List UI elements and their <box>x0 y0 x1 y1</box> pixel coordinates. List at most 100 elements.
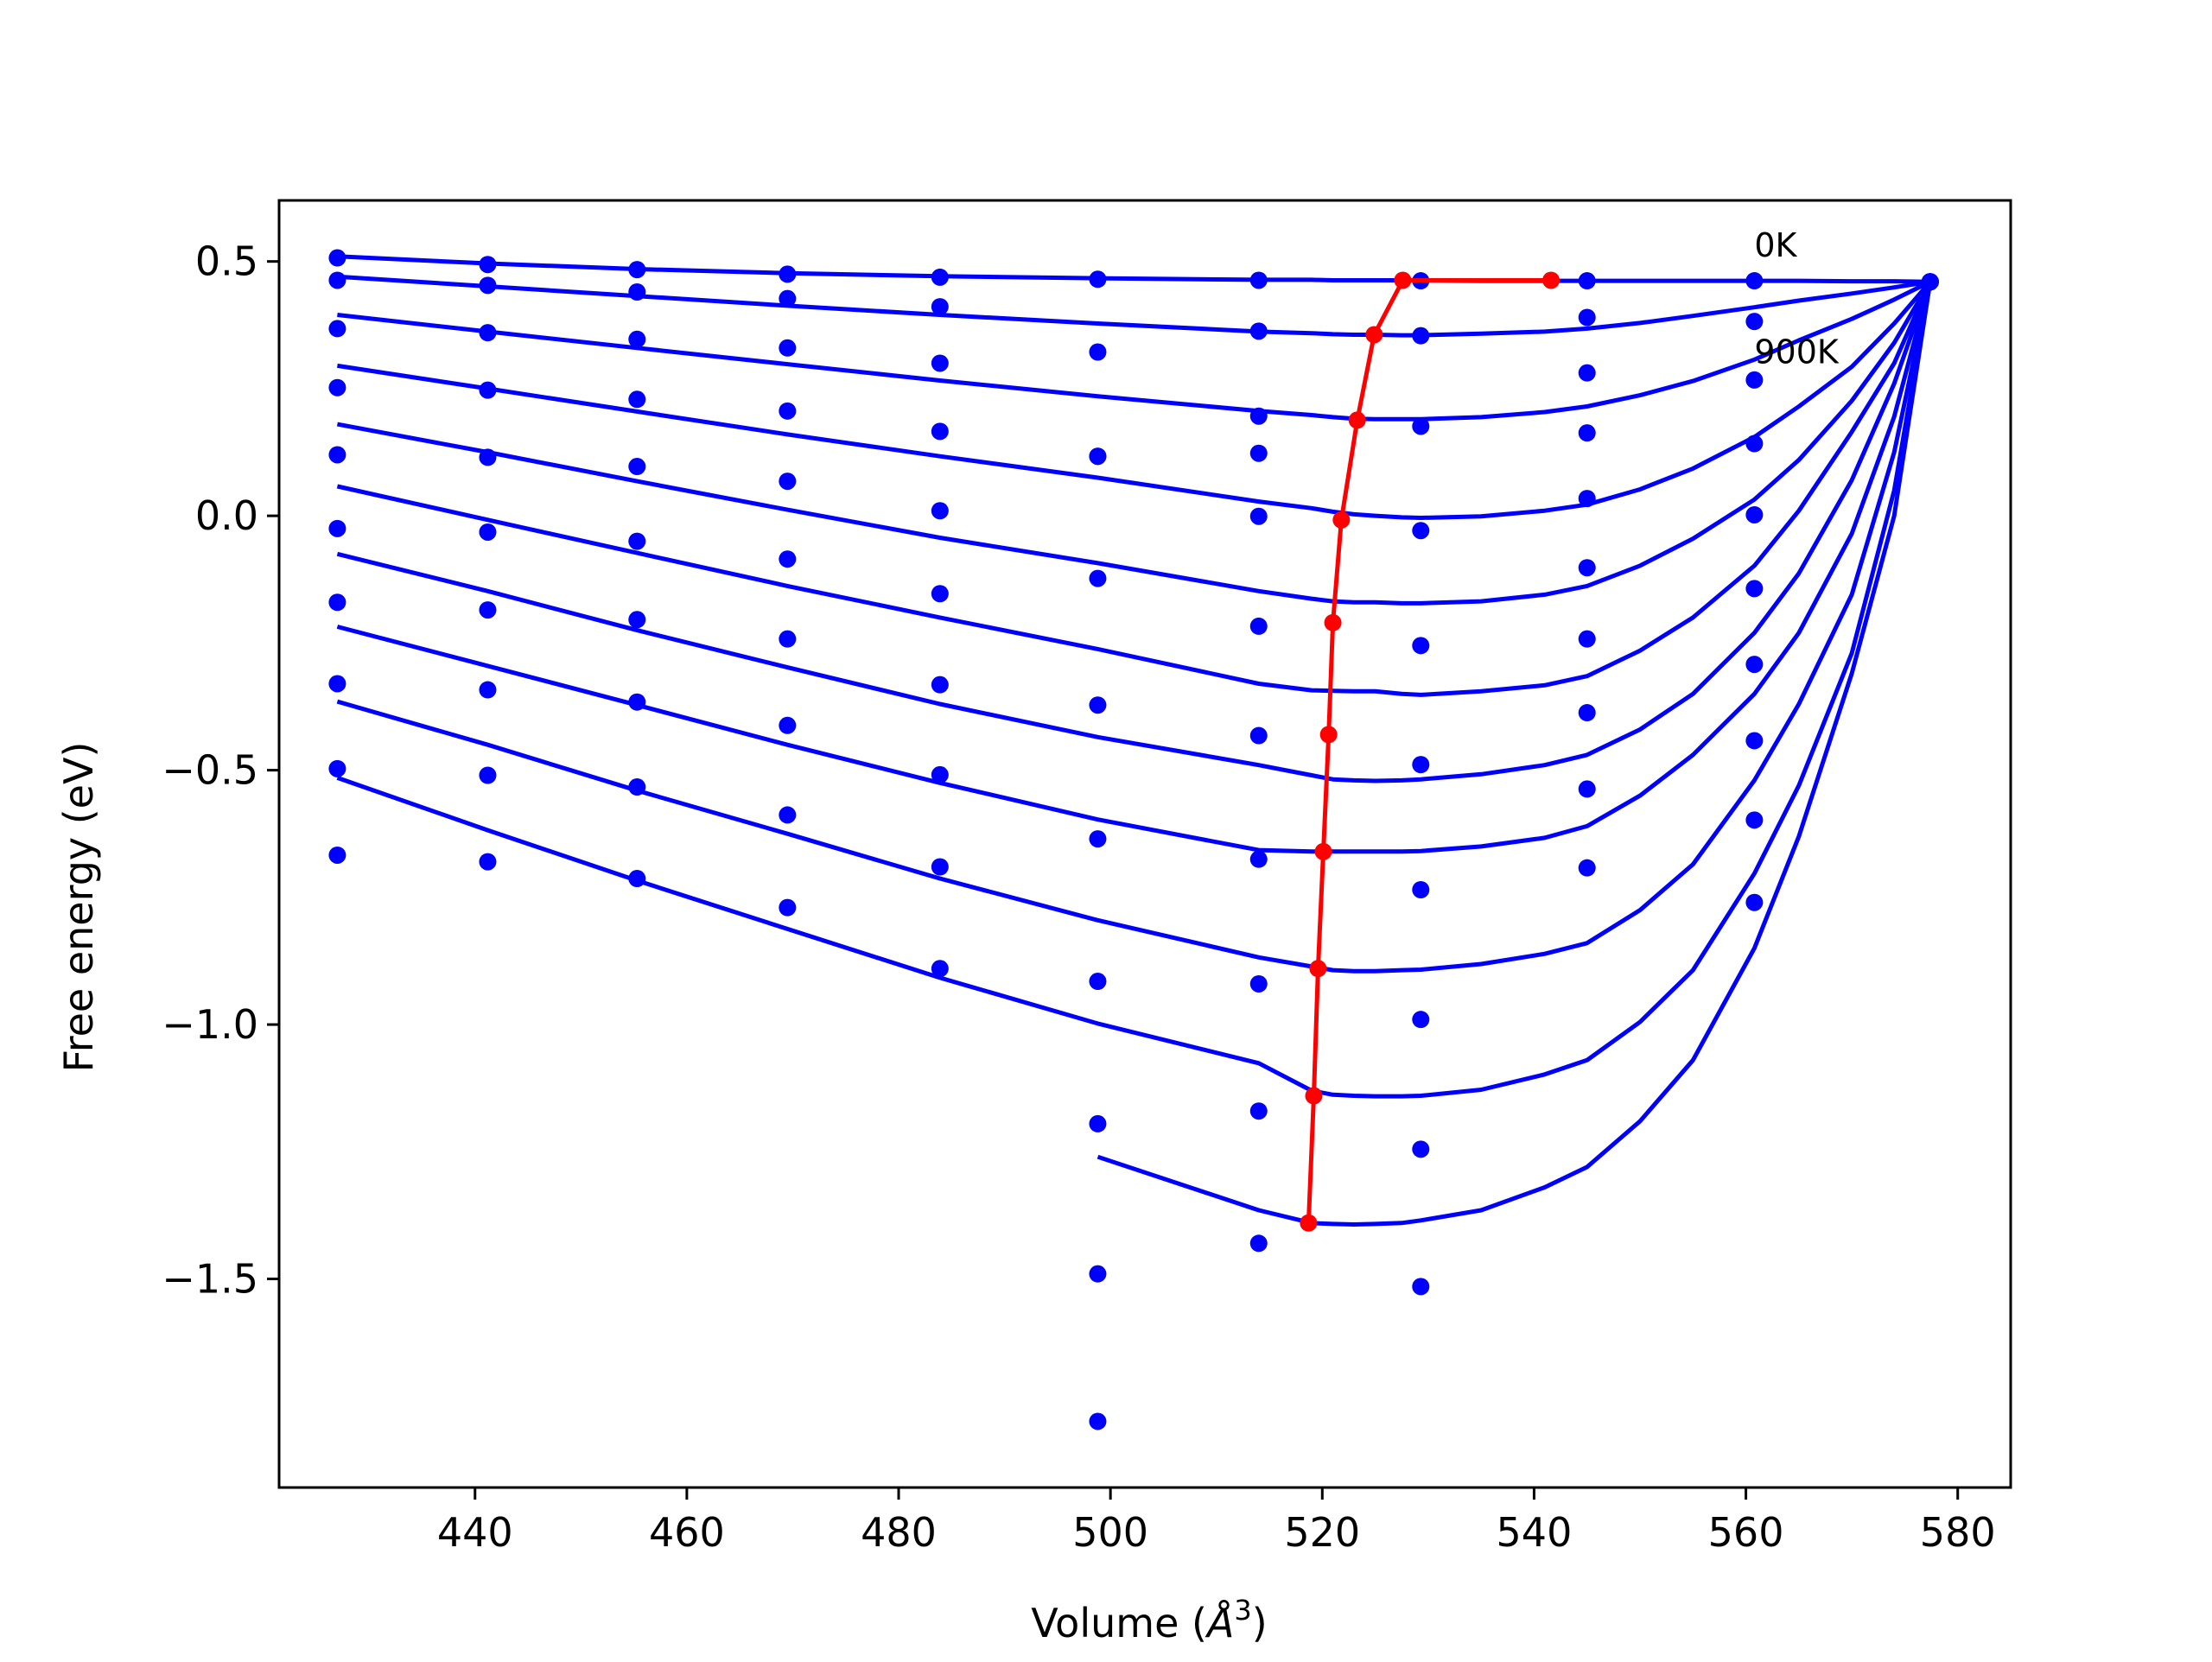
x-tick-label: 540 <box>1497 1509 1573 1556</box>
fit-curve <box>336 281 1933 697</box>
data-point <box>628 390 646 409</box>
data-point <box>479 448 497 466</box>
data-point <box>1412 327 1430 345</box>
x-tick-label: 500 <box>1072 1509 1148 1556</box>
minimum-point <box>1300 1214 1318 1232</box>
data-point <box>628 283 646 301</box>
data-point <box>931 585 949 603</box>
data-point <box>628 330 646 348</box>
data-point <box>931 268 949 286</box>
data-point <box>779 339 797 357</box>
minimum-point <box>1542 271 1560 289</box>
data-point <box>1745 435 1764 453</box>
data-point <box>779 550 797 568</box>
plot-area <box>328 249 1939 1430</box>
data-point <box>328 593 346 612</box>
series-4 <box>328 273 1939 655</box>
data-point <box>628 532 646 550</box>
data-point <box>779 630 797 648</box>
data-point <box>479 523 497 541</box>
data-point <box>1089 447 1107 466</box>
data-point <box>628 611 646 629</box>
data-point <box>479 381 497 399</box>
minimum-path <box>1300 271 1560 1232</box>
data-point <box>779 473 797 491</box>
data-point <box>1089 569 1107 587</box>
data-point <box>1578 364 1596 382</box>
data-point <box>1249 271 1268 289</box>
fit-curve <box>336 281 1933 974</box>
data-point <box>1089 1265 1107 1283</box>
data-point <box>931 960 949 978</box>
data-point <box>1578 424 1596 442</box>
data-point <box>1745 505 1764 523</box>
data-point <box>479 853 497 871</box>
data-point <box>479 766 497 784</box>
data-point <box>1578 859 1596 877</box>
data-point <box>479 276 497 295</box>
series-10 <box>1089 273 1939 1430</box>
data-point <box>328 378 346 396</box>
x-tick-label: 460 <box>649 1509 725 1556</box>
data-point <box>1745 732 1764 750</box>
minimum-point <box>1314 842 1332 860</box>
x-tick-label: 580 <box>1920 1509 1996 1556</box>
data-point <box>931 502 949 520</box>
data-point <box>328 675 346 693</box>
fit-curve <box>337 279 1931 422</box>
data-point <box>328 446 346 464</box>
minimum-point <box>1348 411 1366 429</box>
minimum-point <box>1365 326 1383 344</box>
x-tick-label: 440 <box>437 1509 513 1556</box>
data-point <box>1249 726 1268 745</box>
data-point <box>931 422 949 441</box>
y-tick-label: 0.0 <box>195 492 258 539</box>
series-6 <box>328 273 1939 899</box>
x-axis-label: Volume (Å3) <box>1031 1594 1267 1646</box>
data-point <box>1578 559 1596 577</box>
fit-curve <box>336 280 1932 606</box>
fit-curve <box>336 281 1933 1099</box>
data-point <box>931 354 949 372</box>
data-point <box>779 806 797 824</box>
data-point <box>628 778 646 796</box>
data-point <box>1412 1278 1430 1296</box>
series-8 <box>328 273 1939 1158</box>
data-point <box>931 298 949 316</box>
y-tick-label: −0.5 <box>162 747 258 794</box>
data-point <box>1745 811 1764 829</box>
x-axis: 440 460 480 500 520 540 560 580 <box>437 1488 1996 1556</box>
data-point <box>1745 313 1764 331</box>
data-point <box>1412 637 1430 655</box>
data-point <box>1089 1412 1107 1430</box>
y-axis: 0.5 0.0 −0.5 −1.0 −1.5 <box>162 238 279 1303</box>
data-point <box>628 261 646 279</box>
minimum-point <box>1309 960 1327 978</box>
data-point <box>779 402 797 420</box>
data-point <box>779 289 797 308</box>
y-tick-label: −1.0 <box>162 1001 258 1048</box>
data-point <box>1578 308 1596 327</box>
y-tick-label: 0.5 <box>195 238 258 285</box>
data-point <box>1089 973 1107 991</box>
data-point <box>1578 780 1596 798</box>
data-point <box>1412 417 1430 435</box>
data-point <box>479 256 497 274</box>
data-point <box>1412 1140 1430 1158</box>
data-point <box>1578 272 1596 290</box>
data-point <box>1578 704 1596 722</box>
fit-curve <box>337 280 1932 520</box>
data-point <box>1412 756 1430 774</box>
minimum-point <box>1394 271 1412 289</box>
data-point <box>1745 272 1764 290</box>
data-point <box>1412 881 1430 899</box>
data-point <box>328 320 346 338</box>
minimum-point <box>1332 511 1351 529</box>
minimum-point <box>1319 726 1338 744</box>
data-point <box>328 271 346 289</box>
minimum-point <box>1305 1087 1323 1105</box>
series-7 <box>328 273 1939 1029</box>
data-point <box>1249 322 1268 340</box>
